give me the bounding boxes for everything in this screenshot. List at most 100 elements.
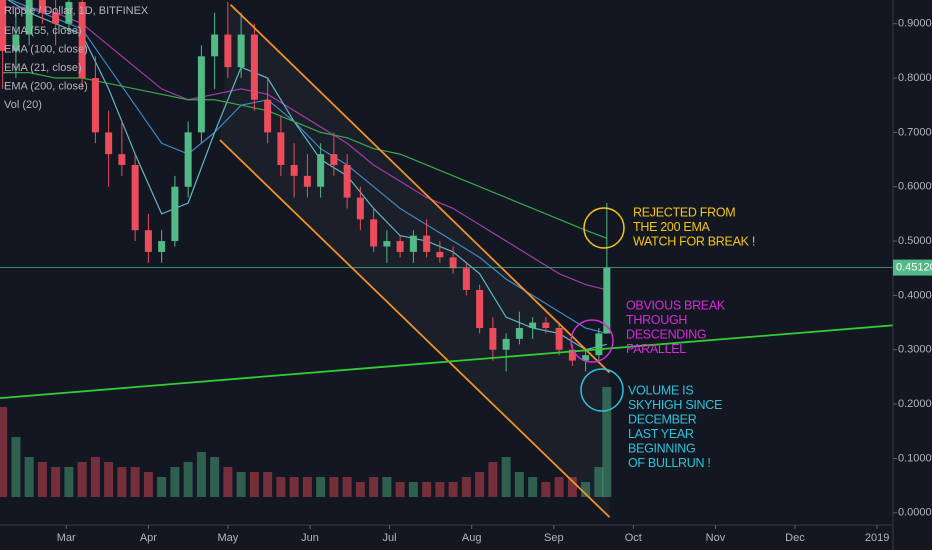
volume-bar [435, 482, 445, 497]
candle-body [0, 0, 7, 51]
candle-body [462, 268, 470, 290]
highlight-circle [580, 368, 624, 412]
annotation-text: VOLUME IS [628, 383, 693, 397]
x-tick-label: Dec [785, 532, 805, 544]
volume-bar [554, 477, 564, 497]
candle-body [383, 241, 391, 247]
annotation-text: SKYHIGH SINCE [628, 398, 722, 412]
x-tick-label: Apr [140, 532, 157, 544]
volume-bar [64, 467, 74, 497]
candle-body [118, 154, 126, 165]
x-tick-label: 2019 [865, 532, 889, 544]
volume-bar [355, 482, 365, 497]
volume-bar [329, 477, 339, 497]
annotation-text: THROUGH [626, 313, 687, 327]
highlight-circle [570, 319, 614, 363]
candle-body [555, 328, 563, 350]
volume-bar [501, 457, 511, 497]
x-tick-label: Jun [301, 532, 319, 544]
candle-body [582, 355, 590, 361]
volume-bar [369, 477, 379, 497]
candle-body [356, 197, 364, 220]
volume-bar [263, 472, 273, 497]
candle-body [303, 175, 311, 187]
volume-bar [210, 457, 220, 497]
candle-body [409, 235, 417, 252]
volume-bar [24, 457, 34, 497]
volume-bar [223, 467, 233, 497]
volume-bar [117, 467, 127, 497]
y-tick-label: 0.90000 [898, 18, 932, 30]
x-tick-label: Oct [625, 532, 642, 544]
candle-body [515, 328, 523, 339]
legend-item: EMA (55, close) [4, 25, 82, 37]
candle-body [603, 267, 611, 334]
ema-line [7, 0, 607, 351]
candle-body [52, 12, 60, 24]
annotation-text: REJECTED FROM [633, 205, 735, 219]
volume-bar [382, 477, 392, 497]
candle-body [224, 34, 232, 68]
ema-line [9, 0, 607, 335]
annotation-text: OF BULLRUN ! [628, 456, 711, 470]
volume-bar [316, 477, 326, 497]
candle-body [264, 99, 272, 133]
volume-bar [130, 467, 140, 497]
volume-bar [395, 482, 405, 497]
annotation-text: WATCH FOR BREAK ! [633, 234, 755, 248]
legend-item: EMA (200, close) [4, 80, 88, 92]
candle-body [211, 34, 219, 57]
price-tag [893, 259, 932, 276]
annotation-text: DESCENDING [626, 327, 706, 341]
candle-body [489, 328, 497, 350]
legend-item: EMA (21, close) [4, 62, 82, 74]
candle-body [277, 132, 285, 165]
candle-body [197, 56, 205, 133]
volume-bar [90, 457, 100, 497]
volume-bar [77, 462, 87, 497]
volume-bar [567, 477, 577, 497]
candle-body [250, 34, 258, 100]
candle-body [436, 251, 444, 258]
volume-bar [170, 467, 180, 497]
annotation-text: THE 200 EMA [633, 220, 711, 234]
candle-body [595, 333, 603, 356]
volume-bar [104, 462, 114, 497]
volume-bar [157, 477, 167, 497]
volume-bar [475, 472, 485, 497]
candle-body [171, 186, 179, 242]
legend-item: Vol (20) [4, 99, 42, 111]
volume-bar [448, 482, 458, 497]
x-tick-label: May [217, 532, 238, 544]
candle-body [12, 34, 20, 51]
ema-line [2, 72, 608, 239]
legend-title: Ripple / Dollar, 1D, BITFINEX [4, 5, 149, 17]
highlight-circle [583, 207, 625, 249]
volume-bar [183, 462, 193, 497]
candle-body [105, 132, 113, 155]
volume-bar [0, 407, 8, 497]
volume-bar [342, 477, 352, 497]
candle-body [38, 0, 46, 13]
price-tag-label: 0.45120 [896, 261, 932, 273]
volume-bar [236, 472, 246, 497]
volume-bar [302, 477, 312, 497]
volume-bar [143, 472, 153, 497]
volume-bar [594, 467, 604, 497]
candle-body [317, 154, 325, 187]
volume-bar [249, 472, 259, 497]
candle-body [237, 34, 245, 68]
candle-body [343, 164, 351, 198]
candle-body [144, 230, 152, 252]
volume-bar [11, 437, 21, 497]
x-tick-label: Nov [706, 532, 726, 544]
candle-body [184, 132, 192, 187]
trend-line [0, 324, 893, 400]
